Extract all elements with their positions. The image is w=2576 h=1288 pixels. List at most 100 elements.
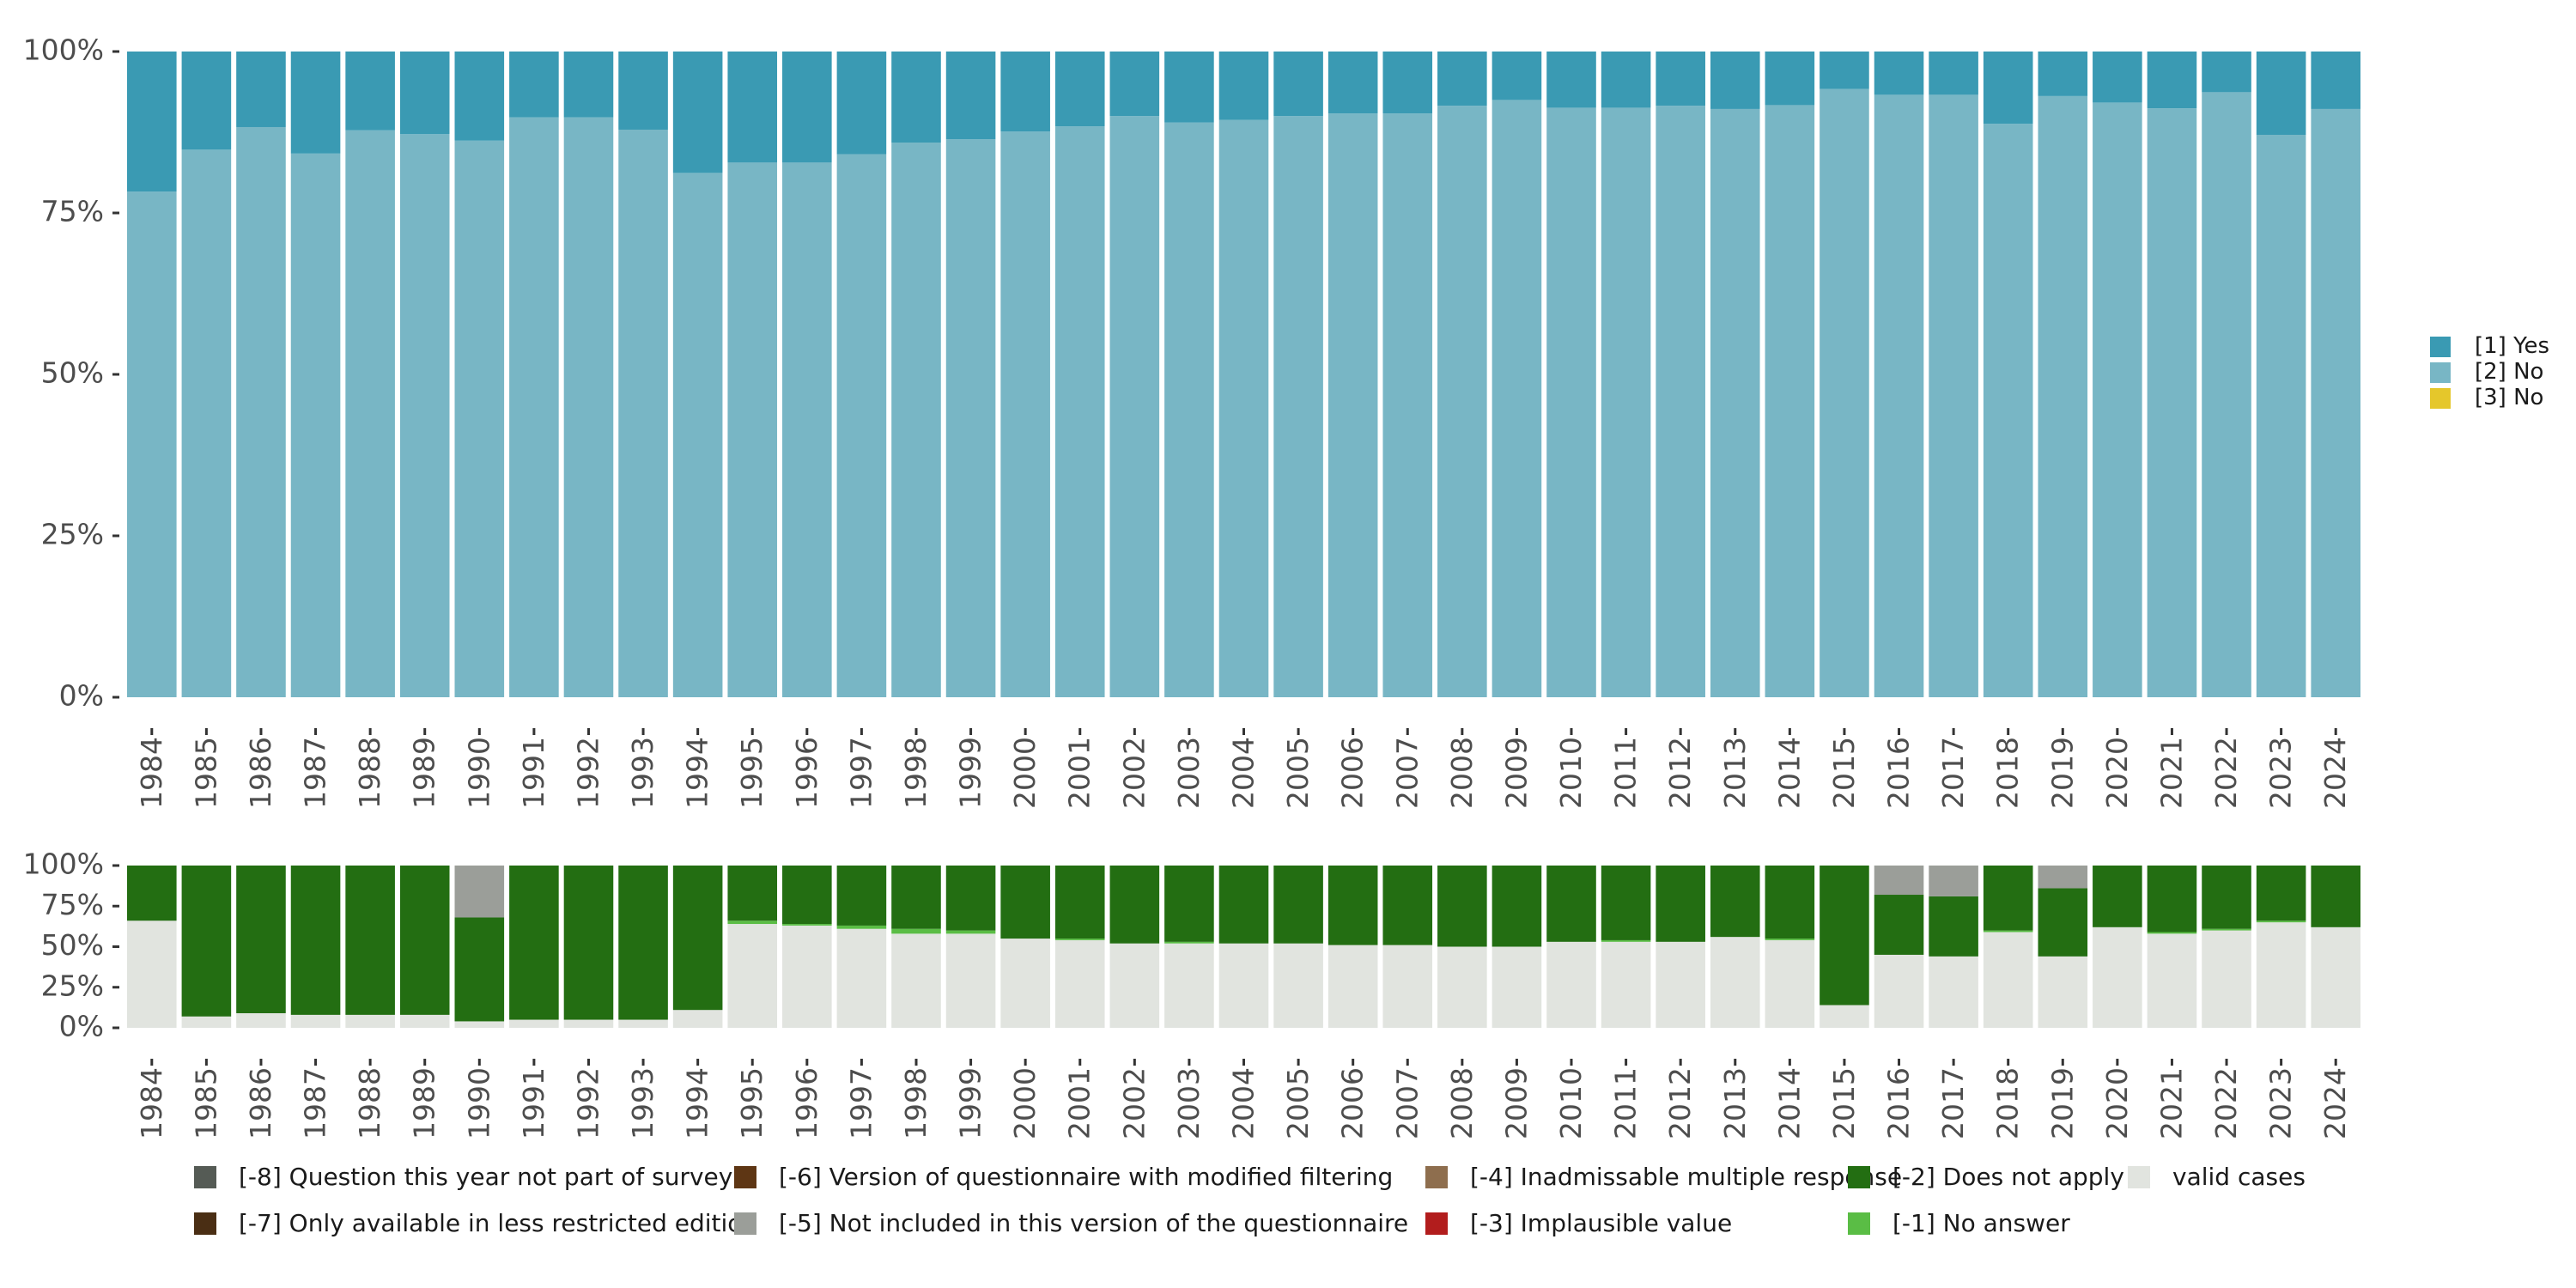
- bottom-bar-2011-valid-cases: [1601, 941, 1651, 1028]
- top-x-tick-label: 2020: [2100, 737, 2134, 809]
- top-bar-1986-1-yes: [236, 52, 286, 127]
- top-x-tick-label: 1987: [299, 737, 332, 809]
- top-x-tick-label: 2024: [2318, 737, 2352, 809]
- bottom-bar-1990-5-not-included-in-this-version-of-the-questionnaire: [454, 866, 505, 918]
- bottom-bar-2020-2-does-not-apply: [2093, 866, 2142, 927]
- top-bar-2022-1-yes: [2202, 52, 2251, 93]
- bottom-x-tick-label: 2015: [1827, 1067, 1861, 1139]
- legend-swatch: [2430, 388, 2451, 409]
- top-bar-2007-2-no: [1382, 113, 1433, 697]
- bottom-x-tick-label: 2024: [2318, 1067, 2352, 1139]
- top-bar-2015-2-no: [1820, 88, 1869, 698]
- legend-swatch: [1425, 1166, 1448, 1188]
- top-x-tick-label: 1998: [899, 737, 933, 809]
- top-bar-2005-2-no: [1273, 116, 1323, 697]
- bottom-bar-1998-2-does-not-apply: [891, 866, 941, 929]
- bottom-bar-1995-2-does-not-apply: [727, 866, 778, 921]
- bottom-bar-1994-valid-cases: [672, 1010, 723, 1028]
- top-bar-2014-2-no: [1765, 105, 1815, 697]
- bottom-x-tick-label: 2002: [1117, 1067, 1151, 1139]
- bottom-x-tick-label: 2008: [1445, 1067, 1479, 1139]
- bottom-x-tick-label: 1994: [681, 1067, 714, 1139]
- bottom-bar-2015-valid-cases: [1820, 1005, 1869, 1028]
- top-x-tick-label: 2011: [1609, 737, 1643, 809]
- top-x-tick-label: 1999: [954, 737, 987, 809]
- top-bar-1990-2-no: [454, 140, 505, 697]
- bottom-bar-2005-2-does-not-apply: [1273, 866, 1323, 944]
- bottom-x-tick-label: 1990: [462, 1067, 495, 1139]
- bottom-x-tick-label: 2009: [1499, 1067, 1533, 1139]
- top-bar-2008-1-yes: [1437, 52, 1487, 106]
- bottom-bar-1996-2-does-not-apply: [782, 866, 832, 925]
- bottom-bar-1988-2-does-not-apply: [345, 866, 395, 1015]
- bottom-bar-2003-2-does-not-apply: [1164, 866, 1214, 942]
- top-bar-2024-2-no: [2311, 108, 2360, 698]
- bottom-bar-1990-2-does-not-apply: [454, 917, 505, 1022]
- bottom-bar-2020-valid-cases: [2093, 927, 2142, 1028]
- bottom-bar-2010-valid-cases: [1546, 941, 1596, 1028]
- top-bar-1993-1-yes: [618, 52, 668, 130]
- top-bar-2018-2-no: [1983, 124, 2033, 697]
- top-x-tick-label: 2019: [2045, 737, 2079, 809]
- bottom-bar-2019-5-not-included-in-this-version-of-the-questionnaire: [2038, 866, 2088, 889]
- bottom-bar-1985-valid-cases: [181, 1016, 232, 1028]
- top-bar-2005-1-yes: [1273, 52, 1323, 117]
- bottom-panel-bar-chart: 0% 25% 50% 75% 100% 1984 1985 1986 1987 1988 1989 1…: [23, 848, 2360, 1139]
- top-bar-2021-1-yes: [2147, 52, 2197, 109]
- top-bar-1984-2-no: [127, 191, 177, 697]
- top-x-tick-label: 2014: [1772, 737, 1806, 809]
- top-bar-2000-2-no: [1000, 131, 1050, 698]
- bottom-bar-2019-2-does-not-apply: [2038, 888, 2088, 957]
- bottom-bar-2011-1-no-answer: [1601, 939, 1651, 942]
- top-bar-2007-1-yes: [1382, 52, 1433, 114]
- top-bar-2010-2-no: [1546, 107, 1596, 697]
- bottom-x-tick-label: 1992: [571, 1067, 605, 1139]
- top-x-tick-label: 2013: [1718, 737, 1752, 809]
- bottom-bar-1999-2-does-not-apply: [945, 866, 996, 931]
- top-bar-1987-2-no: [290, 153, 341, 698]
- top-x-tick-label: 2006: [1336, 737, 1370, 809]
- bottom-bar-1996-valid-cases: [782, 925, 832, 1028]
- top-x-tick-label: 2015: [1827, 737, 1861, 809]
- bottom-bar-1984-valid-cases: [127, 920, 177, 1028]
- bottom-bar-2009-valid-cases: [1492, 946, 1542, 1028]
- bottom-bar-2018-2-does-not-apply: [1983, 866, 2033, 931]
- bottom-bar-1990-valid-cases: [454, 1021, 505, 1028]
- bottom-x-tick-label: 2010: [1554, 1067, 1588, 1139]
- bottom-bar-2019-valid-cases: [2038, 956, 2088, 1028]
- top-x-tick-label: 1996: [790, 737, 823, 809]
- bottom-x-tick-label: 1986: [244, 1067, 277, 1139]
- bottom-bar-2003-1-no-answer: [1164, 941, 1214, 944]
- bottom-bar-2004-2-does-not-apply: [1218, 866, 1269, 944]
- top-x-tick-label: 2001: [1063, 737, 1097, 809]
- legend-right: [1] Yes[2] No[3] No: [2430, 333, 2549, 410]
- top-x-tick-label: 2012: [1663, 737, 1697, 809]
- top-bar-1993-2-no: [618, 129, 668, 697]
- legend-bottom: [-8] Question this year not part of surv…: [194, 1163, 2306, 1237]
- top-bar-1987-1-yes: [290, 52, 341, 154]
- top-x-tick-label: 1994: [681, 737, 714, 809]
- bottom-bar-2012-valid-cases: [1656, 941, 1705, 1028]
- top-bar-2012-2-no: [1656, 106, 1705, 698]
- bottom-bar-2006-valid-cases: [1327, 945, 1378, 1028]
- bottom-x-tick-label: 1988: [353, 1067, 386, 1139]
- top-bar-1996-1-yes: [782, 52, 832, 163]
- bottom-bar-2000-2-does-not-apply: [1000, 866, 1050, 939]
- top-bar-1994-2-no: [672, 173, 723, 698]
- bottom-bar-1992-valid-cases: [563, 1019, 614, 1028]
- legend-swatch: [734, 1212, 756, 1235]
- bottom-bar-2021-1-no-answer: [2147, 932, 2197, 934]
- bottom-bar-2002-2-does-not-apply: [1109, 866, 1160, 944]
- bottom-bar-2007-valid-cases: [1382, 945, 1433, 1028]
- bottom-bar-2001-1-no-answer: [1054, 939, 1105, 940]
- top-bar-2014-1-yes: [1765, 52, 1815, 106]
- bottom-bar-1999-valid-cases: [945, 933, 996, 1028]
- bottom-bar-2007-2-does-not-apply: [1382, 866, 1433, 945]
- top-bar-2020-2-no: [2093, 102, 2142, 697]
- top-bar-2006-2-no: [1327, 113, 1378, 697]
- top-bar-2006-1-yes: [1327, 52, 1378, 114]
- top-bar-2004-1-yes: [1218, 52, 1269, 120]
- bottom-x-tick-label: 2003: [1172, 1067, 1206, 1139]
- top-bar-2001-1-yes: [1054, 52, 1105, 127]
- top-y-tick-label: 50%: [41, 356, 104, 390]
